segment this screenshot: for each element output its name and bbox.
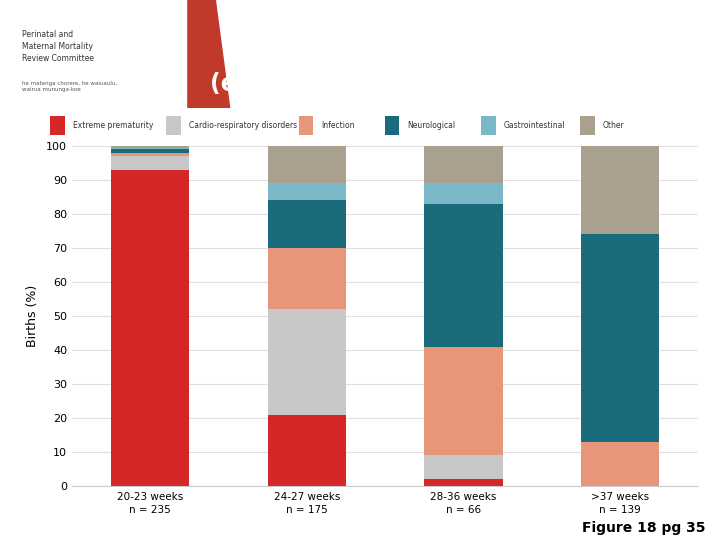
Bar bbox=[481, 116, 495, 136]
Text: NDC among neonatal deaths: NDC among neonatal deaths bbox=[256, 19, 680, 45]
Bar bbox=[111, 153, 189, 156]
Bar bbox=[268, 415, 346, 486]
Text: Gastrointestinal: Gastrointestinal bbox=[503, 121, 565, 130]
Text: Infection: Infection bbox=[321, 121, 355, 130]
Bar bbox=[299, 116, 313, 136]
Text: Extreme prematurity: Extreme prematurity bbox=[73, 121, 153, 130]
Bar bbox=[268, 200, 346, 248]
Bar bbox=[111, 147, 189, 149]
Bar bbox=[111, 170, 189, 486]
Bar bbox=[580, 116, 595, 136]
Bar bbox=[424, 479, 503, 486]
Text: Neurological: Neurological bbox=[408, 121, 456, 130]
Bar bbox=[581, 234, 660, 442]
Text: Figure 18 pg 35: Figure 18 pg 35 bbox=[582, 521, 706, 535]
Bar bbox=[268, 309, 346, 415]
Bar bbox=[111, 146, 189, 147]
Bar bbox=[111, 149, 189, 153]
Text: Perinatal and
Maternal Mortality
Review Committee: Perinatal and Maternal Mortality Review … bbox=[22, 30, 94, 63]
Bar bbox=[424, 146, 503, 183]
Bar bbox=[581, 146, 660, 234]
Bar bbox=[581, 442, 660, 486]
Text: Cardio-respiratory disorders: Cardio-respiratory disorders bbox=[189, 121, 297, 130]
Bar bbox=[424, 455, 503, 479]
Bar bbox=[424, 347, 503, 455]
Text: (excluding FA) by gestation 2007-2010: (excluding FA) by gestation 2007-2010 bbox=[210, 72, 720, 96]
Y-axis label: Births (%): Births (%) bbox=[26, 285, 39, 347]
Bar bbox=[268, 146, 346, 183]
Bar bbox=[111, 156, 189, 170]
Bar bbox=[50, 116, 65, 136]
FancyBboxPatch shape bbox=[0, 0, 216, 108]
Text: he matenga chorere, he waiuaulu,
wairua mununga-koe: he matenga chorere, he waiuaulu, wairua … bbox=[22, 81, 117, 92]
Bar bbox=[424, 204, 503, 347]
Bar bbox=[268, 183, 346, 200]
Bar bbox=[385, 116, 400, 136]
Text: Other: Other bbox=[603, 121, 624, 130]
Polygon shape bbox=[187, 0, 230, 108]
Bar bbox=[268, 248, 346, 309]
Bar bbox=[424, 183, 503, 204]
Bar bbox=[166, 116, 181, 136]
